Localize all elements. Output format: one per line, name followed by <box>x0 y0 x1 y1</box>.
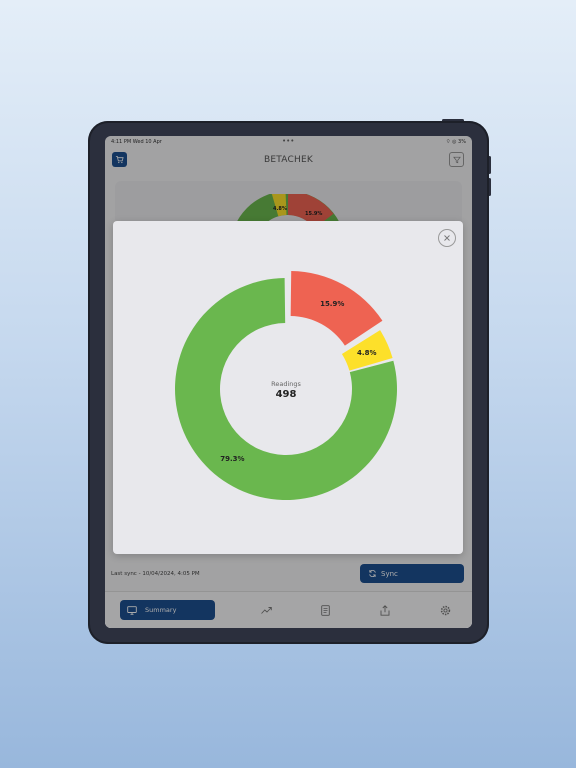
tab-summary-label: Summary <box>145 606 177 614</box>
slice-label-yellow: 4.8% <box>357 348 377 357</box>
readings-donut-chart <box>175 270 397 500</box>
tab-share[interactable] <box>379 604 391 616</box>
background-slice-label-red: 15.9% <box>305 211 323 217</box>
slice-label-red: 15.9% <box>320 300 345 309</box>
multitasking-dots[interactable]: ••• <box>282 137 295 145</box>
cart-icon <box>115 155 124 164</box>
close-icon <box>444 235 450 241</box>
tab-trends[interactable] <box>260 604 272 616</box>
tab-summary[interactable]: Summary <box>120 600 215 620</box>
top-bar: BETACHEK <box>105 150 472 172</box>
share-icon <box>380 604 390 616</box>
donut-slice-yellow[interactable] <box>341 330 393 371</box>
sync-label: Sync <box>381 569 398 578</box>
status-time: 4:11 PM Wed 10 Apr <box>111 139 162 145</box>
status-indicators: ⌔ ◎ 3% <box>445 139 466 145</box>
donut-slice-green[interactable] <box>175 278 397 500</box>
background-slice-label-yellow: 4.8% <box>273 206 287 212</box>
trend-icon <box>260 606 272 614</box>
tab-reports[interactable] <box>319 604 331 616</box>
tab-bar: Summary <box>105 591 472 628</box>
chart-modal: 15.9% 4.8% 79.3% Readings 498 <box>113 221 463 554</box>
gear-icon <box>440 605 450 615</box>
app-brand: BETACHEK <box>264 155 313 165</box>
cart-button[interactable] <box>112 152 127 167</box>
sync-icon <box>369 569 376 578</box>
document-icon <box>320 604 330 616</box>
filter-icon <box>452 156 461 163</box>
monitor-icon <box>127 605 137 615</box>
status-bar: 4:11 PM Wed 10 Apr ••• ⌔ ◎ 3% <box>105 136 472 148</box>
device-volume-up-button <box>488 156 491 174</box>
donut-center-label: Readings <box>271 380 301 388</box>
donut-center-value: 498 <box>275 389 297 400</box>
device-top-button <box>442 119 464 122</box>
close-button[interactable] <box>438 229 456 247</box>
device-volume-down-button <box>488 178 491 196</box>
donut-slice-red[interactable] <box>290 270 383 346</box>
sync-button[interactable]: Sync <box>360 564 464 583</box>
last-sync-text: Last sync - 10/04/2024, 4:05 PM <box>111 571 200 577</box>
filter-button[interactable] <box>449 152 464 167</box>
slice-label-green: 79.3% <box>220 455 245 464</box>
tab-settings[interactable] <box>439 604 451 616</box>
